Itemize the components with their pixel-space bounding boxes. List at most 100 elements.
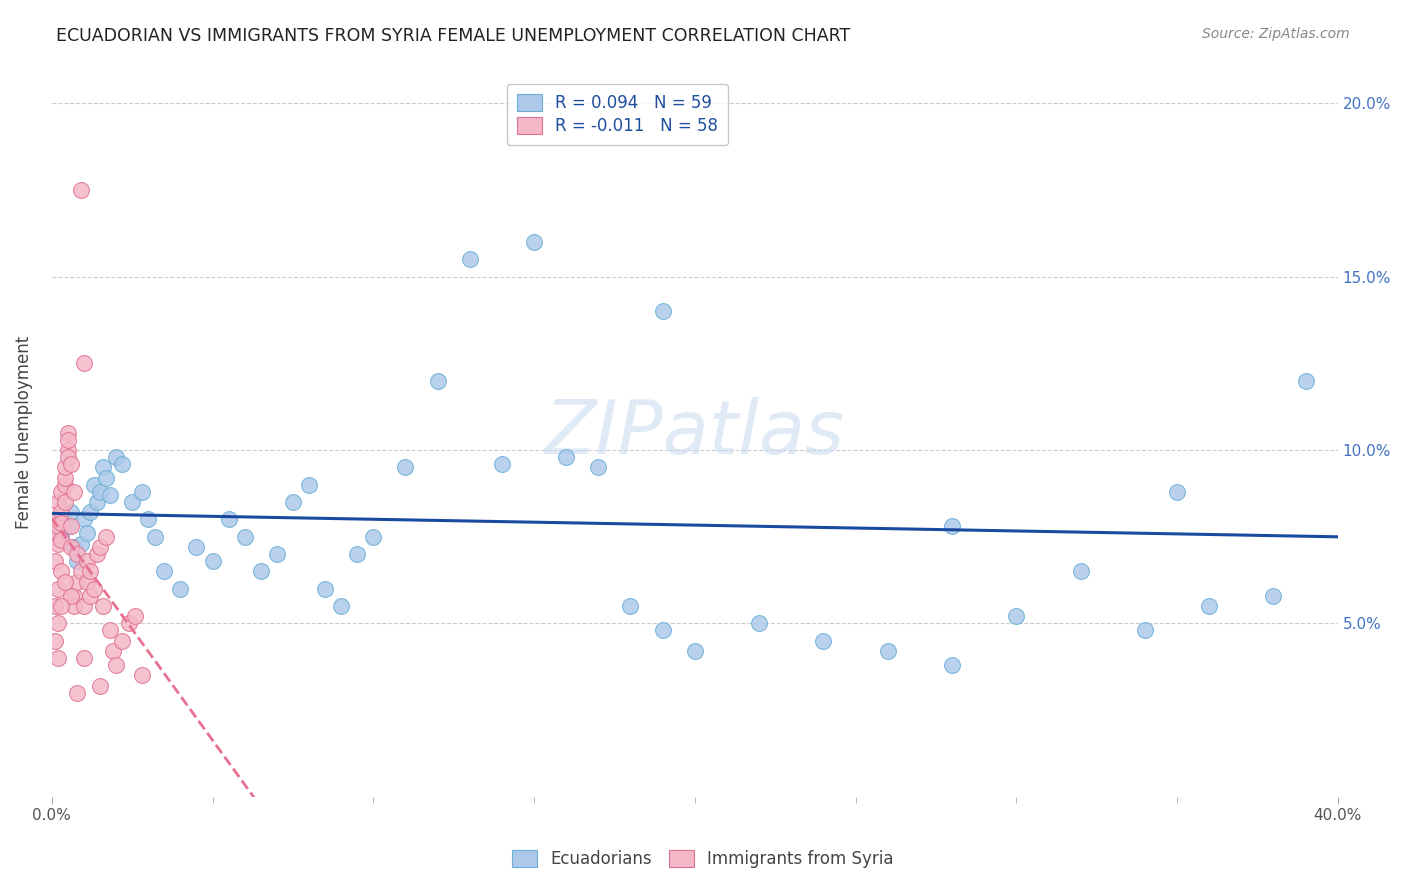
Point bbox=[66, 547, 89, 561]
Point bbox=[96, 471, 118, 485]
Point bbox=[86, 495, 108, 509]
Point bbox=[186, 540, 208, 554]
Point bbox=[588, 460, 610, 475]
Point bbox=[555, 450, 578, 464]
Point bbox=[941, 657, 963, 672]
Point bbox=[281, 495, 304, 509]
Point bbox=[83, 582, 105, 596]
Point bbox=[1295, 374, 1317, 388]
Point bbox=[458, 252, 481, 267]
Point bbox=[523, 235, 546, 249]
Point bbox=[266, 547, 288, 561]
Point bbox=[153, 564, 176, 578]
Point bbox=[89, 679, 111, 693]
Point bbox=[105, 450, 128, 464]
Point bbox=[79, 505, 101, 519]
Point bbox=[66, 554, 89, 568]
Point bbox=[46, 651, 69, 665]
Point bbox=[53, 477, 76, 491]
Point bbox=[51, 530, 73, 544]
Point bbox=[60, 589, 83, 603]
Point bbox=[46, 495, 69, 509]
Point bbox=[298, 477, 321, 491]
Point bbox=[46, 582, 69, 596]
Point bbox=[46, 519, 69, 533]
Point bbox=[73, 512, 96, 526]
Point bbox=[44, 530, 66, 544]
Point bbox=[1263, 589, 1285, 603]
Point bbox=[44, 633, 66, 648]
Point bbox=[53, 495, 76, 509]
Point bbox=[56, 519, 79, 533]
Point bbox=[1198, 599, 1220, 613]
Point bbox=[98, 488, 121, 502]
Point bbox=[53, 574, 76, 589]
Point bbox=[44, 512, 66, 526]
Point bbox=[86, 547, 108, 561]
Point bbox=[111, 457, 134, 471]
Point bbox=[201, 554, 224, 568]
Y-axis label: Female Unemployment: Female Unemployment bbox=[15, 336, 32, 529]
Point bbox=[60, 519, 83, 533]
Point bbox=[118, 616, 141, 631]
Point bbox=[51, 564, 73, 578]
Point bbox=[73, 356, 96, 370]
Point bbox=[96, 530, 118, 544]
Point bbox=[169, 582, 191, 596]
Point bbox=[60, 457, 83, 471]
Point bbox=[131, 484, 153, 499]
Point bbox=[83, 477, 105, 491]
Point bbox=[76, 554, 98, 568]
Point bbox=[619, 599, 641, 613]
Point bbox=[124, 609, 146, 624]
Text: Source: ZipAtlas.com: Source: ZipAtlas.com bbox=[1202, 27, 1350, 41]
Point bbox=[51, 599, 73, 613]
Point bbox=[44, 554, 66, 568]
Point bbox=[89, 540, 111, 554]
Point bbox=[76, 526, 98, 541]
Point bbox=[101, 644, 124, 658]
Point bbox=[56, 425, 79, 440]
Point bbox=[76, 574, 98, 589]
Point bbox=[51, 505, 73, 519]
Point bbox=[683, 644, 706, 658]
Point bbox=[249, 564, 271, 578]
Point bbox=[89, 484, 111, 499]
Point bbox=[63, 484, 86, 499]
Point bbox=[60, 540, 83, 554]
Point bbox=[651, 304, 673, 318]
Point bbox=[91, 460, 114, 475]
Point bbox=[131, 668, 153, 682]
Point bbox=[73, 651, 96, 665]
Point bbox=[46, 616, 69, 631]
Point bbox=[233, 530, 256, 544]
Point bbox=[394, 460, 416, 475]
Point bbox=[1133, 624, 1156, 638]
Point bbox=[44, 599, 66, 613]
Point bbox=[53, 460, 76, 475]
Point bbox=[63, 599, 86, 613]
Point bbox=[46, 536, 69, 550]
Point bbox=[1070, 564, 1092, 578]
Point bbox=[60, 505, 83, 519]
Point bbox=[111, 633, 134, 648]
Point bbox=[651, 624, 673, 638]
Point bbox=[491, 457, 513, 471]
Point bbox=[69, 536, 91, 550]
Point bbox=[73, 599, 96, 613]
Point bbox=[314, 582, 336, 596]
Point bbox=[51, 533, 73, 547]
Point bbox=[69, 183, 91, 197]
Point bbox=[63, 589, 86, 603]
Point bbox=[79, 564, 101, 578]
Point bbox=[361, 530, 384, 544]
Legend: Ecuadorians, Immigrants from Syria: Ecuadorians, Immigrants from Syria bbox=[506, 843, 900, 875]
Point bbox=[330, 599, 353, 613]
Point bbox=[748, 616, 770, 631]
Point bbox=[79, 589, 101, 603]
Point bbox=[53, 471, 76, 485]
Point bbox=[66, 686, 89, 700]
Point bbox=[63, 540, 86, 554]
Point bbox=[941, 519, 963, 533]
Point bbox=[218, 512, 240, 526]
